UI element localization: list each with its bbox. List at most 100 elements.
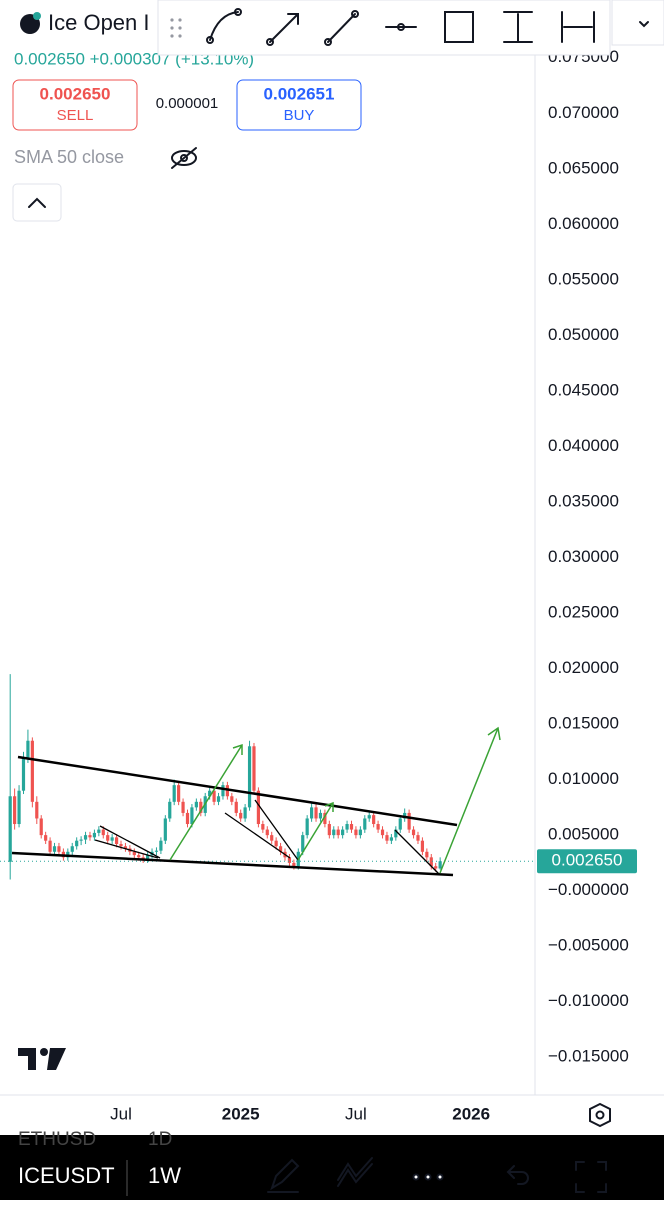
ghost-interval: 1D — [148, 1129, 172, 1150]
candle-body — [243, 807, 247, 819]
bottom-bar — [0, 1135, 664, 1200]
menu-chevron — [639, 21, 649, 28]
candle-body — [106, 835, 110, 841]
candle-body — [305, 818, 309, 836]
candle-body — [212, 790, 216, 802]
rectangle-tool[interactable] — [444, 11, 474, 43]
price-range-tool[interactable] — [503, 11, 533, 43]
candle-body — [425, 851, 429, 858]
trend-line — [224, 812, 291, 859]
y-tick-label: 0.025000 — [548, 603, 619, 622]
candle-body — [327, 824, 331, 836]
candle-body — [341, 829, 345, 836]
candle-body — [168, 801, 172, 819]
arrowhead — [487, 726, 501, 741]
candle-body — [199, 801, 203, 813]
trend-line — [94, 839, 159, 859]
candle-body — [39, 818, 43, 836]
candle-body — [52, 846, 57, 852]
y-tick-label: 0.010000 — [548, 769, 619, 788]
candle-body — [407, 812, 411, 830]
candle-body — [13, 796, 17, 825]
fullscreen-icon[interactable] — [575, 1161, 607, 1193]
candle-body — [256, 790, 261, 825]
candle-body — [310, 807, 314, 819]
candle-body — [385, 835, 389, 841]
y-tick-label: 0.055000 — [548, 269, 619, 288]
candle-body — [247, 746, 252, 808]
buy-button[interactable] — [236, 79, 362, 131]
drawings — [11, 726, 501, 877]
y-tick-label: −0.000000 — [548, 880, 629, 899]
spread: 0.000001 — [156, 95, 219, 112]
axes: 0.0750000.0700000.0650000.0600000.055000… — [110, 47, 637, 1123]
candle-body — [230, 796, 234, 802]
candle-body — [265, 829, 269, 836]
candle-body — [416, 835, 420, 841]
candle-body — [434, 866, 438, 869]
candle-body — [30, 740, 34, 802]
ghost-symbol: ETHUSD — [18, 1129, 96, 1150]
symbol-title[interactable]: Ice Open I — [48, 10, 150, 35]
y-tick-label: −0.015000 — [548, 1047, 629, 1066]
more-icon[interactable] — [412, 1173, 444, 1181]
settings-icon[interactable] — [589, 1102, 611, 1128]
candle-body — [376, 824, 380, 830]
bottom-symbol[interactable]: ICEUSDT — [18, 1163, 115, 1188]
candle-body — [35, 801, 39, 819]
candle-body — [44, 835, 48, 841]
candle-body — [26, 740, 30, 758]
y-tick-label: 0.020000 — [548, 658, 619, 677]
candle-body — [110, 837, 114, 841]
arrow-tool[interactable] — [266, 13, 299, 46]
candle-body — [354, 829, 358, 836]
trend-line-tool[interactable] — [324, 10, 359, 46]
horizontal-ray-tool[interactable] — [385, 23, 417, 31]
draw-icon[interactable] — [267, 1158, 300, 1193]
collapse-icon — [28, 197, 46, 208]
tradingview-logo — [18, 1048, 66, 1070]
date-range-tool[interactable] — [561, 11, 595, 43]
sell-price: 0.002650 — [40, 84, 111, 103]
sell-button[interactable] — [12, 79, 138, 131]
candle-body — [336, 829, 340, 836]
x-tick-label: Jul — [110, 1104, 132, 1123]
candle-body — [146, 855, 150, 860]
candle-body — [261, 824, 265, 830]
last-price-tag — [537, 849, 637, 874]
curve-tool[interactable] — [206, 8, 242, 44]
candle-body — [163, 818, 167, 841]
candle-body — [221, 785, 225, 797]
candle-body — [21, 757, 26, 791]
candle-body — [88, 835, 92, 838]
x-tick-label: Jul — [345, 1104, 367, 1123]
candle-body — [154, 850, 159, 852]
candle-body — [345, 824, 349, 830]
undo-icon[interactable] — [506, 1165, 529, 1185]
candle-body — [172, 785, 176, 802]
candle-body — [79, 839, 83, 841]
patterns-icon[interactable] — [337, 1157, 373, 1187]
collapse-button[interactable] — [12, 183, 62, 222]
arrowhead — [232, 743, 243, 755]
candle-body — [181, 801, 185, 813]
hide-indicator-icon[interactable] — [171, 147, 197, 169]
candle-body — [208, 790, 212, 797]
arrow — [439, 727, 499, 874]
candle-body — [159, 840, 163, 851]
candle-body — [185, 812, 190, 825]
y-tick-label: −0.010000 — [548, 991, 629, 1010]
candle-body — [194, 801, 198, 808]
status-dot — [33, 12, 41, 20]
y-tick-label: 0.045000 — [548, 380, 619, 399]
indicator-label: SMA 50 close — [14, 147, 124, 167]
candle-body — [97, 829, 101, 833]
bottom-interval[interactable]: 1W — [148, 1163, 181, 1188]
candle-body — [177, 785, 181, 802]
y-tick-label: 0.030000 — [548, 547, 619, 566]
candle-body — [101, 829, 105, 836]
toolbar-menu[interactable] — [611, 0, 664, 46]
candle-body — [137, 855, 141, 858]
arrow — [297, 802, 334, 861]
